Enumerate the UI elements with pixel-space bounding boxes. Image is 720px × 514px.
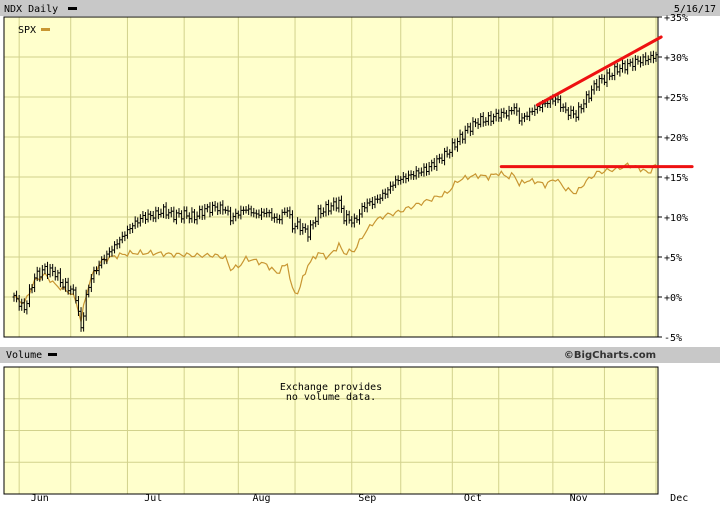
y-tick-label: -5% <box>664 333 682 344</box>
month-label: Nov <box>570 493 588 504</box>
spx-legend-swatch <box>41 28 50 31</box>
y-tick-label: +10% <box>664 213 688 224</box>
volume-grid <box>4 367 658 494</box>
ndx-bar <box>654 51 658 62</box>
volume-legend-swatch <box>48 353 57 356</box>
month-label: Oct <box>464 493 482 504</box>
ndx-legend-swatch <box>68 7 77 10</box>
ndx-series <box>12 50 658 332</box>
volume-message-line2: no volume data. <box>286 392 376 403</box>
header-strip <box>0 0 720 16</box>
spx-series <box>13 162 657 322</box>
y-tick-label: +30% <box>664 53 688 64</box>
date-label: 5/16/17 <box>674 4 716 15</box>
y-tick-label: +25% <box>664 93 688 104</box>
month-label: Jul <box>144 493 162 504</box>
volume-strip <box>0 347 720 363</box>
volume-label: Volume <box>6 350 42 361</box>
volume-panel-border <box>3 366 659 495</box>
month-label: Aug <box>252 493 270 504</box>
month-axis: JunJulAugSepOctNovDec17FebMarAprMay <box>31 493 688 504</box>
y-tick-label: +20% <box>664 133 688 144</box>
month-label: Sep <box>358 493 376 504</box>
month-label: Jun <box>31 493 49 504</box>
brand-label: ©BigCharts.com <box>564 350 656 361</box>
volume-message-line1: Exchange provides <box>280 382 382 393</box>
annotations <box>499 35 694 169</box>
month-label: Dec <box>670 493 688 504</box>
symbol-label: NDX Daily <box>4 4 58 15</box>
price-y-axis: -5% +0% +5% +10% +15% +20% +25% +30% +35% <box>658 13 688 344</box>
y-tick-label: +0% <box>664 293 682 304</box>
y-tick-label: +5% <box>664 253 682 264</box>
price-panel-border <box>3 16 659 338</box>
y-tick-label: +15% <box>664 173 688 184</box>
y-tick-label: +35% <box>664 13 688 24</box>
spx-legend-label: SPX <box>18 25 36 36</box>
spx-line <box>13 162 657 322</box>
red-trend-line <box>535 35 663 107</box>
